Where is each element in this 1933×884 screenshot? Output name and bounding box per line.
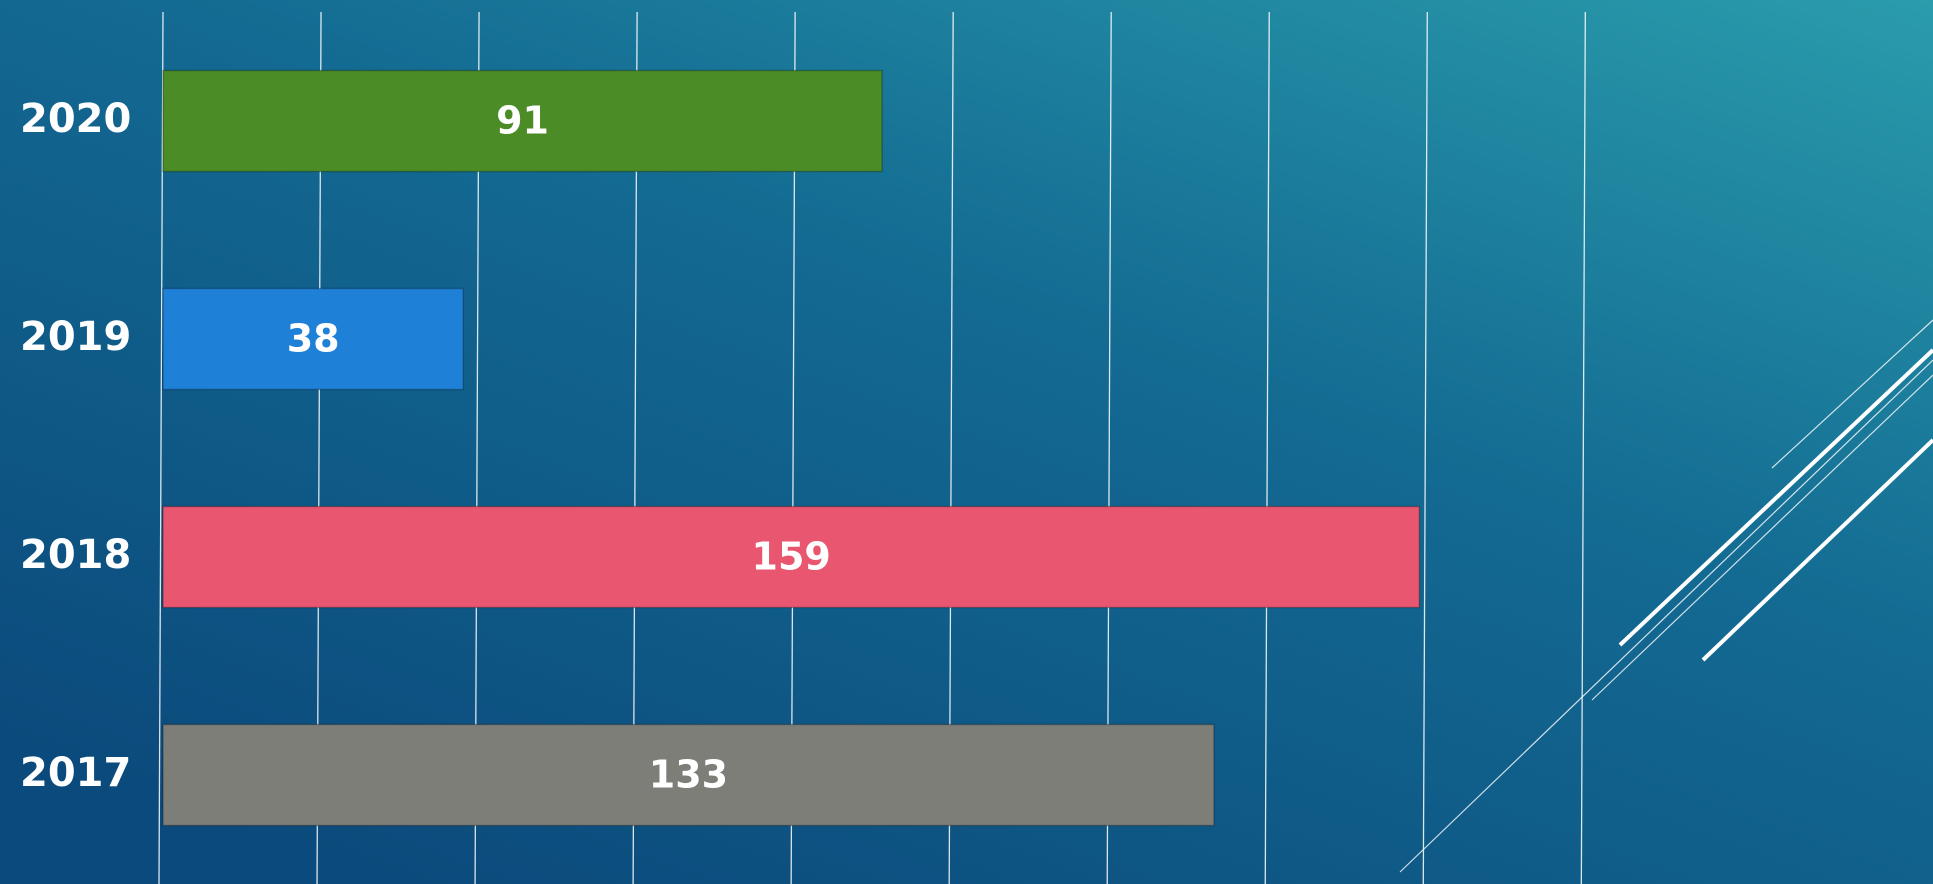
y-tick-label: 2019 — [20, 314, 131, 360]
bar — [162, 287, 465, 391]
bar — [162, 69, 883, 173]
plot-area: 2020 91 2019 38 2018 159 2017 133 — [20, 11, 1586, 884]
bar — [162, 723, 1215, 827]
y-tick-label: 2018 — [20, 532, 131, 578]
value-label: 91 — [496, 99, 549, 143]
value-label: 38 — [287, 317, 340, 361]
value-label: 159 — [752, 535, 831, 579]
grid-line — [158, 11, 164, 884]
y-tick-label: 2017 — [20, 750, 131, 796]
value-label: 133 — [649, 753, 728, 797]
grid-line — [1580, 11, 1586, 884]
y-tick-label: 2020 — [20, 96, 131, 142]
grid-line — [1264, 11, 1270, 884]
bar — [162, 505, 1421, 609]
grid-line — [1422, 11, 1428, 884]
decoration — [1399, 319, 1933, 873]
